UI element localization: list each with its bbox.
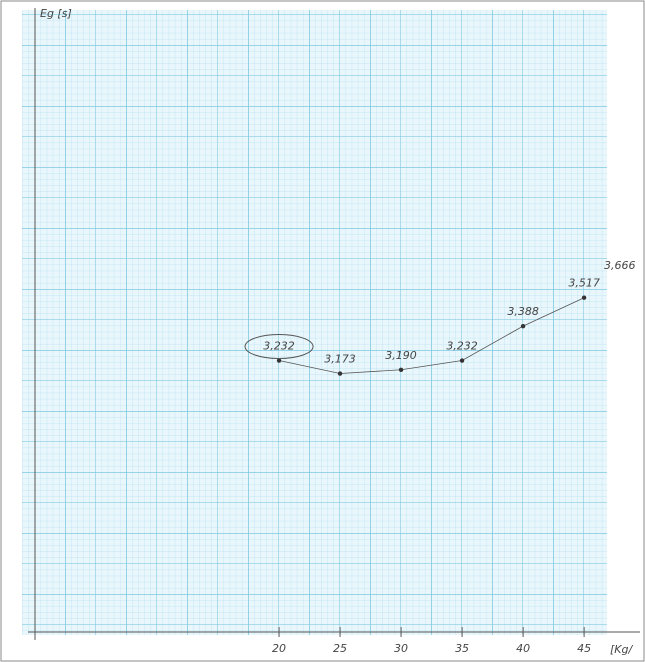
x-tick-label: 40: [516, 642, 530, 655]
graph-grid: [22, 10, 607, 635]
x-tick-label: 30: [394, 642, 408, 655]
chart: Eg [s] [Kg/ 3,666 20 25 30 35 40 45 3,232 3,173…: [0, 0, 645, 662]
point: [460, 358, 464, 362]
annotation: 3,666: [604, 259, 636, 272]
point: [521, 324, 525, 328]
x-tick-label: 45: [577, 642, 591, 655]
value-label: 3,517: [568, 277, 600, 290]
x-tick-label: 25: [333, 642, 347, 655]
point: [582, 296, 586, 300]
value-label: 3,190: [385, 349, 417, 362]
value-label: 3,173: [324, 353, 356, 366]
point: [399, 368, 403, 372]
page: Eg [s] [Kg/ 3,666 20 25 30 35 40 45 3,232 3,173…: [0, 0, 645, 662]
x-axis-label: [Kg/: [610, 643, 633, 656]
x-tick-label: 20: [272, 642, 286, 655]
point: [338, 371, 342, 375]
x-tick-label: 35: [455, 642, 469, 655]
y-axis-label: Eg [s]: [40, 7, 72, 20]
value-label: 3,388: [507, 305, 539, 318]
value-label: 3,232: [263, 340, 295, 353]
value-label: 3,232: [446, 340, 478, 353]
